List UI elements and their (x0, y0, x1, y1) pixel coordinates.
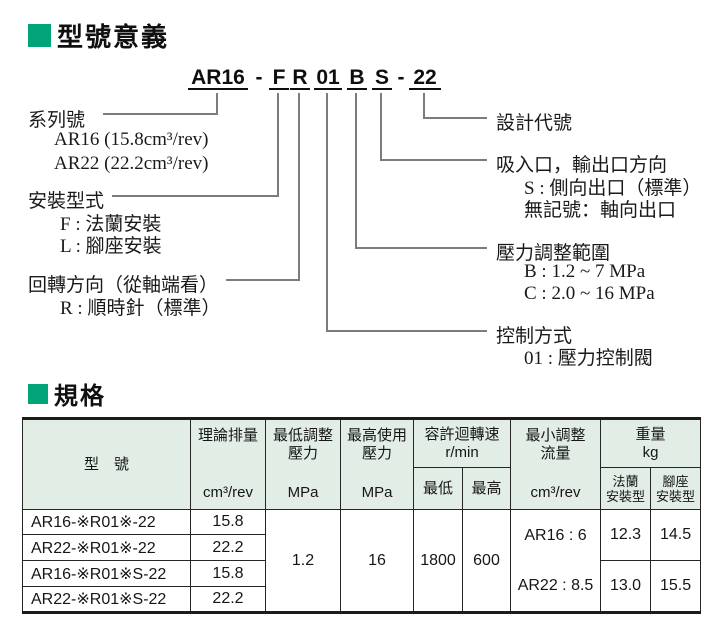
cell-displacement: 22.2 (190, 586, 266, 613)
connector-port-hline (380, 159, 487, 161)
code-segment-series: AR16 (188, 66, 248, 90)
connector-series-hline (103, 113, 218, 115)
cell-max-pressure: 16 (340, 509, 414, 613)
connector-pressure-vline (355, 93, 357, 249)
label-rotation-line1: R : 順時針（標準） (60, 298, 221, 319)
cell-model: AR22-※R01※-22 (22, 534, 191, 561)
label-control-title: 控制方式 (496, 326, 573, 347)
cell-min-flow-ar16: AR16 : 6 (524, 526, 587, 544)
label-mounting-title: 安裝型式 (28, 191, 105, 212)
green-square-icon (28, 383, 48, 404)
cell-displacement: 15.8 (190, 509, 266, 535)
cell-model: AR16-※R01※S-22 (22, 560, 191, 587)
section2-title: 規格 (54, 383, 106, 410)
label-mounting-line1: F : 法蘭安裝 (60, 214, 162, 235)
col-header-speed-min: 最低 (413, 467, 463, 510)
col-header-weight-flange: 法蘭 安裝型 (600, 467, 652, 510)
code-segment-control: 01 (314, 66, 342, 90)
col-header-weight: 重量 kg (600, 418, 702, 468)
section-heading-model-meaning: 型號意義 (28, 17, 169, 54)
connector-pressure-hline (355, 247, 487, 249)
cell-model: AR16-※R01※-22 (22, 509, 191, 535)
cell-weight-foot-bottom: 15.5 (650, 560, 702, 613)
connector-design-hline (423, 117, 487, 119)
col-header-speed: 容許迴轉速 r/min (412, 418, 512, 468)
col-header-min-pressure: 最低調整 壓力 MPa (265, 418, 341, 510)
table-row: AR16-※R01※-22 15.8 1.2 16 1800 600 AR16 … (22, 509, 702, 613)
col-header-displacement: 理論排量 cm³/rev (190, 418, 266, 510)
code-segment-rotation: R (290, 66, 310, 90)
code-segment-dash1: - (255, 66, 263, 89)
label-series-line2: AR22 (22.2cm³/rev) (54, 153, 209, 174)
label-pressure-title: 壓力調整範圍 (496, 243, 611, 264)
connector-rotation-hline (226, 279, 300, 281)
label-port-line1: S : 側向出口（標準） (524, 178, 702, 199)
connector-design-vline (423, 93, 425, 119)
cell-weight-flange-bottom: 13.0 (600, 560, 652, 613)
cell-speed-max: 600 (461, 509, 512, 613)
connector-port-vline (380, 93, 382, 161)
cell-weight-foot-top: 14.5 (650, 509, 702, 561)
cell-weight-flange-top: 12.3 (600, 509, 652, 561)
section1-title: 型號意義 (57, 22, 170, 52)
connector-series-vline (216, 93, 218, 115)
spec-table: 型 號 理論排量 cm³/rev 最低調整 壓力 MPa (22, 417, 702, 614)
green-square-icon (28, 24, 51, 47)
label-pressure-line2: C : 2.0 ~ 16 MPa (524, 283, 655, 304)
table-row: AR22-※R01※S-22 22.2 (22, 586, 701, 613)
connector-mounting-vline (277, 93, 279, 197)
code-segment-dash2: - (397, 66, 405, 89)
col-header-weight-foot: 腳座 安裝型 (650, 467, 702, 510)
label-series-line1: AR16 (15.8cm³/rev) (54, 129, 209, 150)
col-header-model: 型 號 (22, 418, 191, 510)
cell-displacement: 15.8 (190, 560, 266, 587)
label-port-title: 吸入口，輸出口方向 (496, 155, 668, 176)
label-control-line1: 01 : 壓力控制閥 (524, 348, 653, 369)
connector-control-hline (326, 330, 487, 332)
cell-min-pressure: 1.2 (265, 509, 341, 613)
cell-speed-min: 1800 (413, 509, 463, 613)
label-port-line2: 無記號：軸向出口 (524, 200, 677, 221)
label-rotation-title: 回轉方向（從軸端看） (28, 275, 219, 296)
section-heading-specs: 規格 (28, 376, 106, 411)
col-header-min-flow: 最小調整 流量 cm³/rev (510, 418, 602, 510)
cell-displacement: 22.2 (190, 534, 266, 561)
cell-min-flow-ar22: AR22 : 8.5 (517, 576, 594, 594)
col-header-speed-max: 最高 (461, 467, 512, 510)
code-segment-port: S (372, 66, 392, 90)
cell-model: AR22-※R01※S-22 (22, 586, 191, 613)
label-pressure-line1: B : 1.2 ~ 7 MPa (524, 261, 646, 282)
connector-control-vline (326, 93, 328, 332)
code-segment-design: 22 (409, 66, 441, 90)
table-row: AR22-※R01※-22 22.2 (22, 534, 701, 561)
label-design-title: 設計代號 (496, 113, 573, 134)
code-segment-mounting: F (269, 66, 289, 90)
label-mounting-line2: L : 腳座安裝 (60, 236, 162, 257)
code-segment-pressure: B (347, 66, 367, 90)
col-header-max-pressure: 最高使用 壓力 MPa (340, 418, 414, 510)
connector-rotation-vline (298, 93, 300, 281)
connector-mounting-hline (112, 195, 279, 197)
table-row: AR16-※R01※S-22 15.8 13.0 15.5 (22, 560, 702, 613)
label-series-title: 系列號 (28, 110, 86, 131)
cell-min-flow: AR16 : 6 AR22 : 8.5 (510, 509, 602, 613)
